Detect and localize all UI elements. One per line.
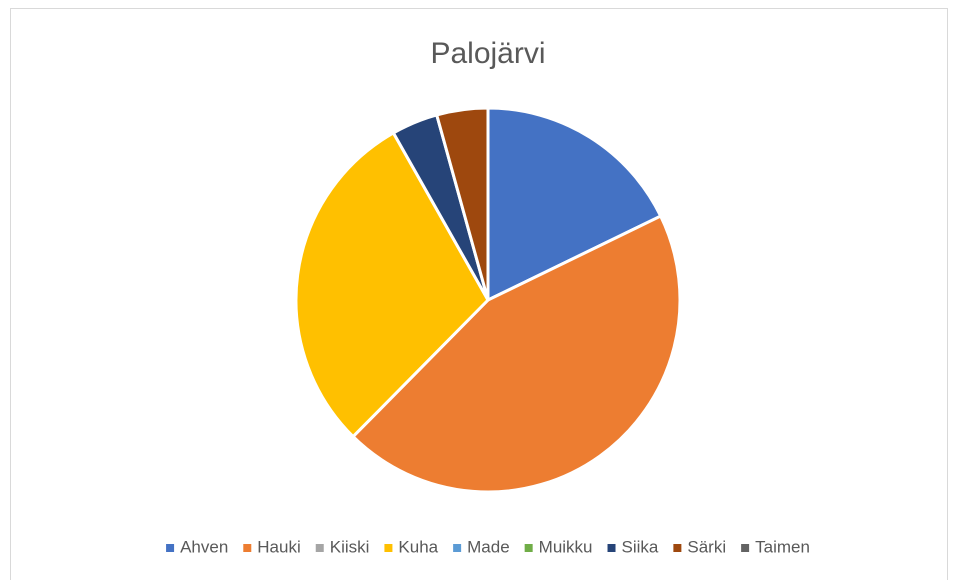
- pie-slice: [294, 131, 490, 439]
- legend-label: Hauki: [257, 537, 300, 556]
- legend: Ahven Hauki Kiiski Kuha Made Muikku Siika Särki…: [166, 537, 810, 556]
- legend-label: Särki: [687, 537, 726, 556]
- legend-swatch: [607, 544, 616, 552]
- legend-swatch: [673, 544, 682, 552]
- legend-label: Taimen: [755, 537, 810, 556]
- legend-label: Ahven: [180, 537, 228, 556]
- legend-swatch: [243, 544, 252, 552]
- pie-slice: [435, 106, 490, 302]
- legend-swatch: [524, 544, 533, 552]
- legend-label: Made: [467, 537, 510, 556]
- legend-swatch: [741, 544, 750, 552]
- legend-swatch: [453, 544, 462, 552]
- legend-label: Muikku: [539, 537, 593, 556]
- pie-slice: [486, 106, 663, 302]
- legend-swatch: [384, 544, 393, 552]
- legend-label: Kiiski: [330, 537, 370, 556]
- legend-swatch: [315, 544, 324, 552]
- chart-title: Palojärvi: [430, 37, 545, 70]
- pie: [294, 106, 682, 494]
- pie-slice: [351, 214, 682, 494]
- legend-label: Kuha: [398, 537, 438, 556]
- legend-label: Siika: [622, 537, 659, 556]
- legend-swatch: [166, 544, 175, 552]
